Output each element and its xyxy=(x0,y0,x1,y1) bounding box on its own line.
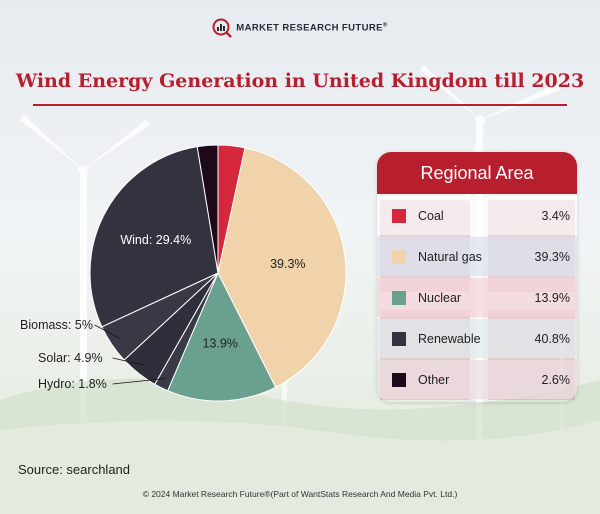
legend-swatch-nuclear xyxy=(392,290,406,305)
pie-slice-other xyxy=(196,144,219,274)
market-research-future-logo-icon xyxy=(212,18,233,38)
brand-registered-mark: ® xyxy=(382,22,388,29)
pie-slice-natural-gas xyxy=(217,147,347,388)
legend-swatch-renewable xyxy=(392,331,406,346)
leader-line-hydro xyxy=(112,378,166,385)
legend-label: Coal xyxy=(418,208,444,223)
pie-label-biomass: Biomass: 5% xyxy=(20,318,93,332)
legend-label: Other xyxy=(418,372,450,387)
legend-value: 3.4% xyxy=(541,208,571,223)
legend-item-renewable: Renewable 40.8% xyxy=(377,319,577,358)
legend-label: Nuclear xyxy=(418,290,462,305)
legend-panel: Regional Area Coal 3.4% Natural gas 39.3… xyxy=(377,152,577,402)
source-note: Source: searchland xyxy=(18,462,131,477)
hill-front xyxy=(0,420,600,514)
title-divider xyxy=(33,104,567,106)
brand-name: MARKET RESEARCH FUTURE xyxy=(236,22,383,34)
pie-label-nuclear: 13.9% xyxy=(202,336,237,350)
legend-label: Natural gas xyxy=(418,249,482,264)
pie-label-solar: Solar: 4.9% xyxy=(38,351,103,365)
legend-item-coal: Coal 3.4% xyxy=(377,196,577,235)
legend-swatch-other xyxy=(392,372,406,387)
legend-value: 40.8% xyxy=(534,331,570,346)
legend-value: 39.3% xyxy=(534,249,570,264)
legend-title: Regional Area xyxy=(377,152,577,194)
leader-line-biomass xyxy=(94,324,121,339)
legend-label: Renewable xyxy=(418,331,481,346)
brand-header: MARKET RESEARCH FUTURE® xyxy=(0,18,600,38)
chart-title: Wind Energy Generation in United Kingdom… xyxy=(15,70,585,92)
pie-slice-wind xyxy=(89,146,219,328)
turbine-left xyxy=(20,115,150,430)
pie-slice-nuclear xyxy=(167,271,277,402)
legend-item-natural-gas: Natural gas 39.3% xyxy=(377,237,577,276)
legend-item-nuclear: Nuclear 13.9% xyxy=(377,278,577,317)
legend-value: 2.6% xyxy=(541,372,571,387)
pie-label-hydro: Hydro: 1.8% xyxy=(38,377,107,391)
pie-label-natural-gas: 39.3% xyxy=(270,257,305,271)
legend-body: Coal 3.4% Natural gas 39.3% Nuclear 13.9… xyxy=(377,196,577,402)
copyright-footer: © 2024 Market Research Future®(Part of W… xyxy=(142,489,458,499)
legend-swatch-natural-gas xyxy=(392,249,406,264)
pie-label-wind: Wind: 29.4% xyxy=(120,233,191,247)
leader-line-solar xyxy=(112,357,145,366)
legend-item-other: Other 2.6% xyxy=(377,360,577,399)
legend-value: 13.9% xyxy=(534,290,570,305)
legend-swatch-coal xyxy=(392,208,406,223)
